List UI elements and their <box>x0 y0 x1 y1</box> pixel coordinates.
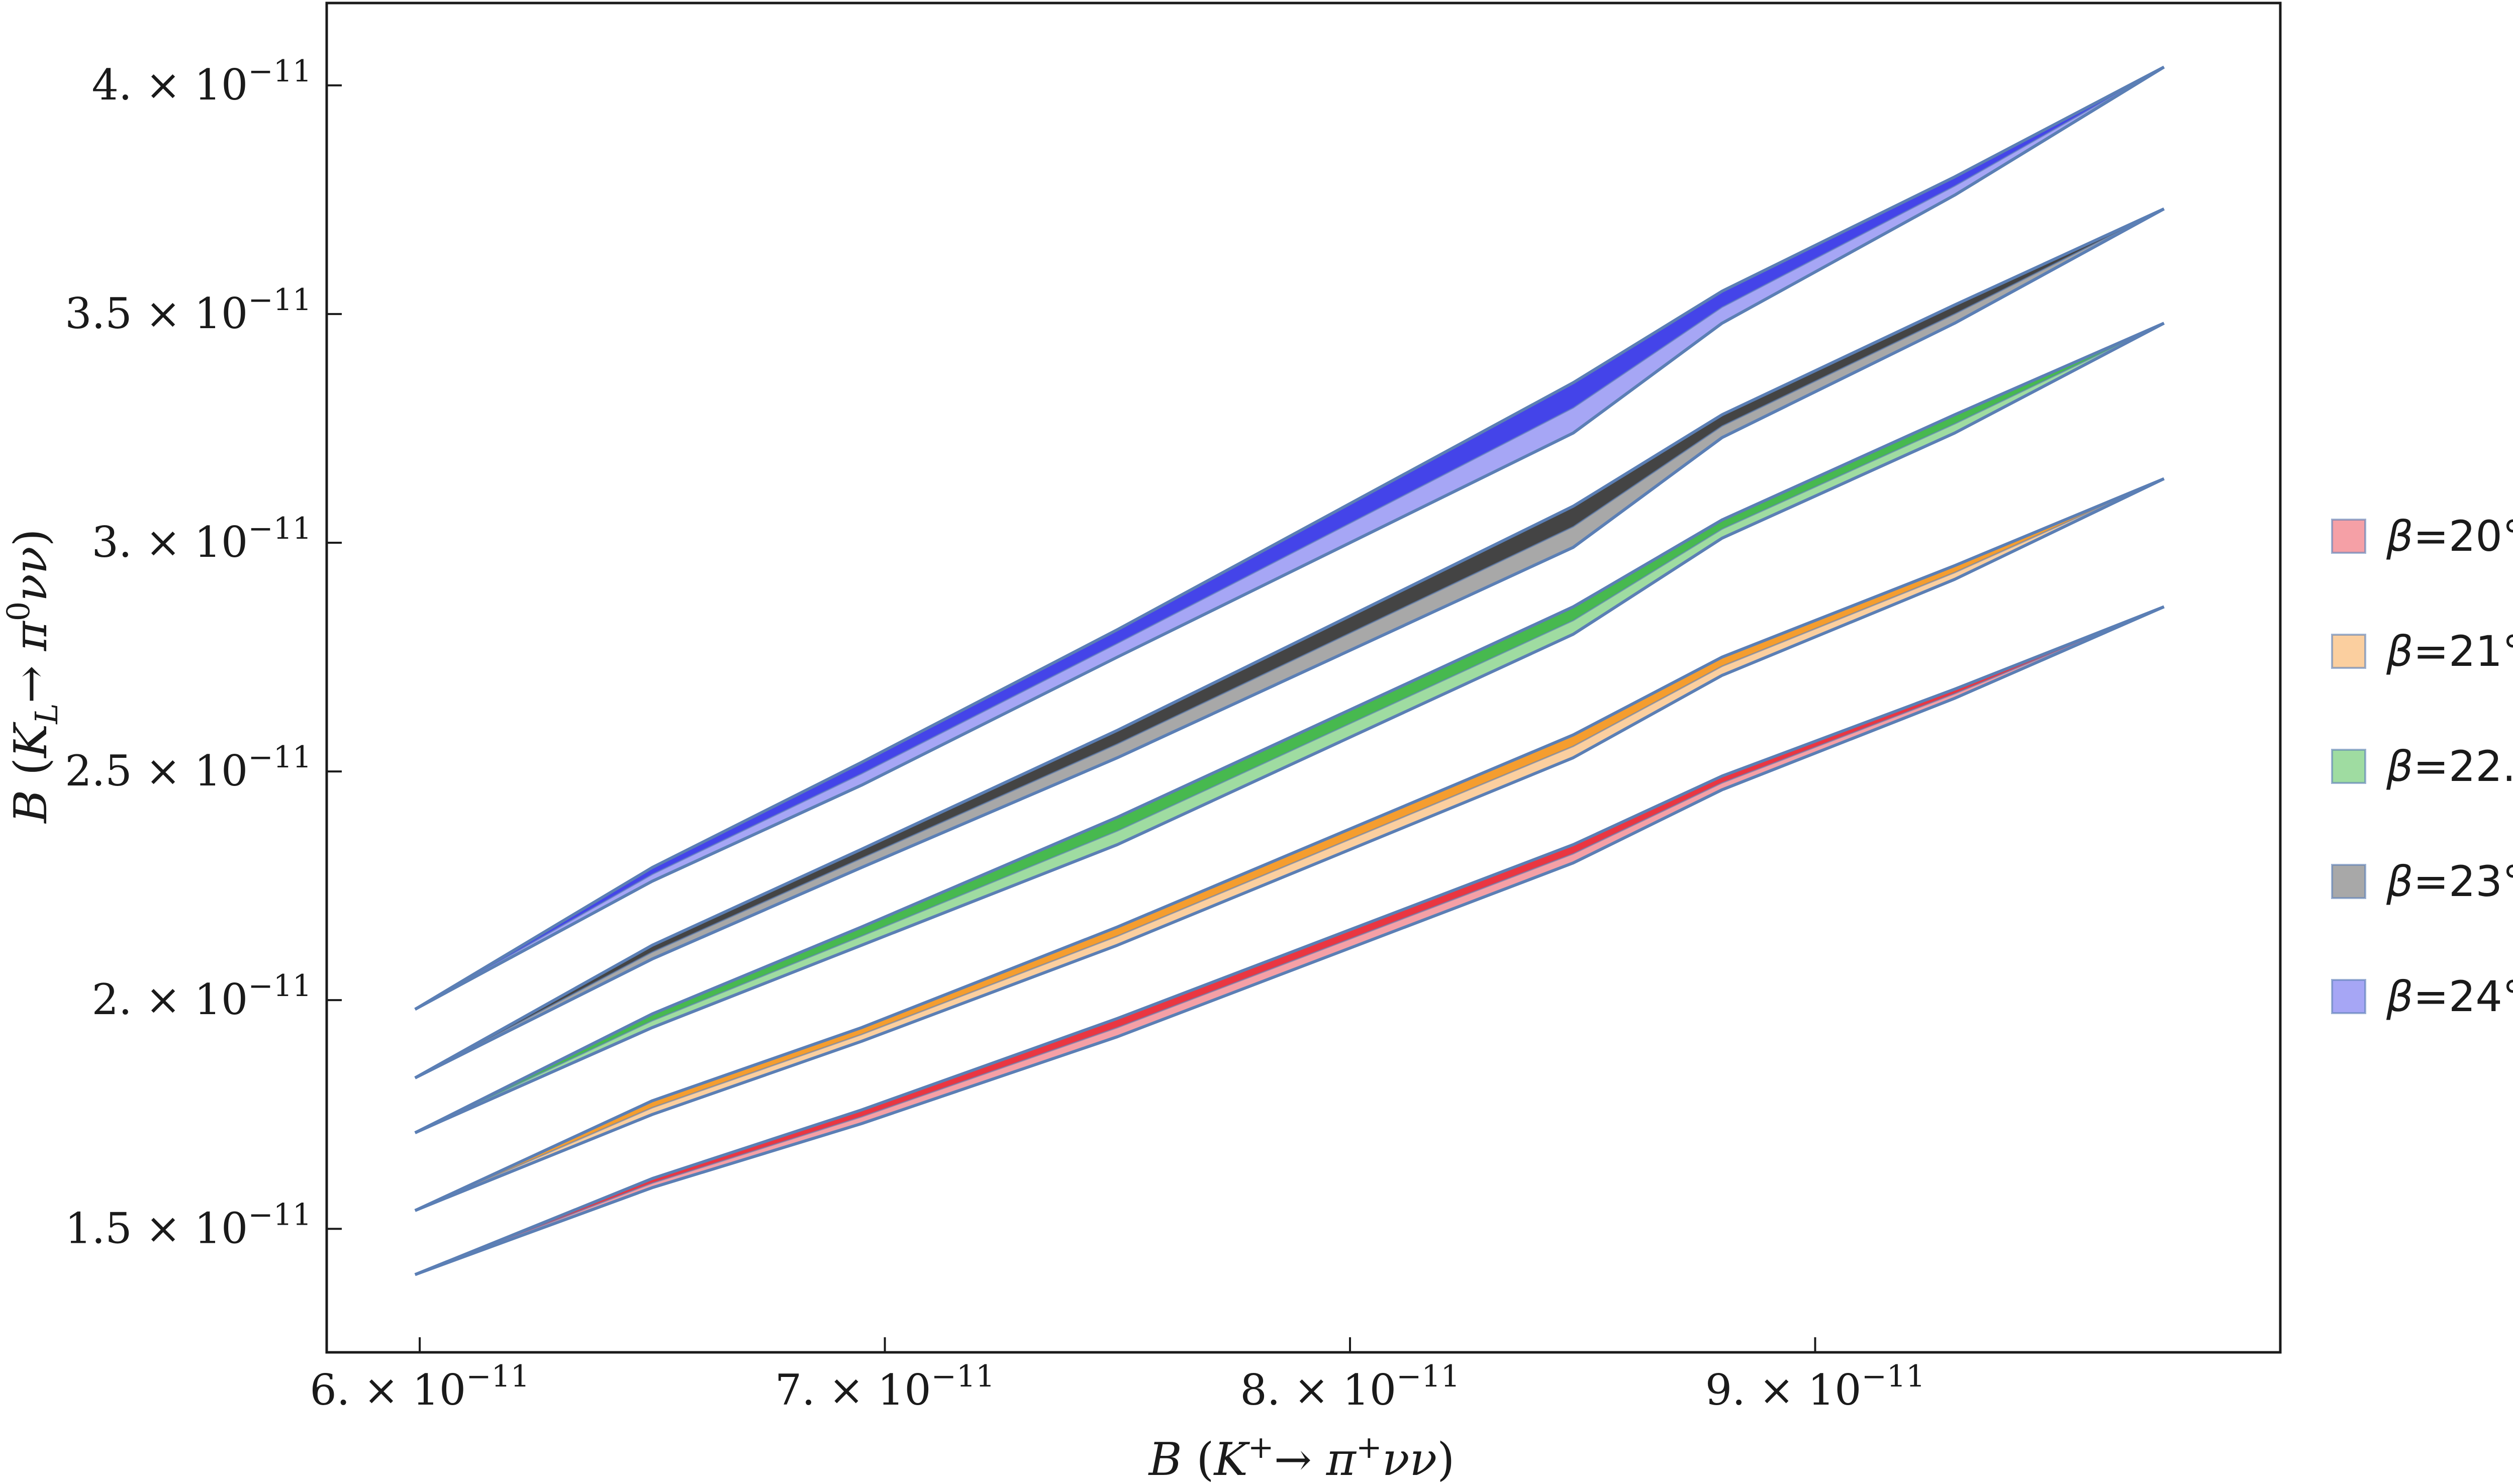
band-upper-edge-4 <box>414 65 2165 1011</box>
band-lower-edge-4 <box>414 65 2165 1011</box>
band-dark-3 <box>415 209 2164 1078</box>
legend-item-4: β=24° <box>2331 972 2513 1021</box>
band-dark-1 <box>415 478 2164 1211</box>
band-upper-edge-0 <box>414 605 2165 1276</box>
band-mid-edge-2 <box>415 322 2165 1134</box>
legend-swatch-4 <box>2331 979 2366 1014</box>
legend-item-0: β=20° <box>2331 512 2513 561</box>
x-axis-ticks: 6. × 10−11 7. × 10−11 8. × 10−11 9. × 10−11 <box>310 1337 1925 1415</box>
legend-swatch-2 <box>2331 749 2366 784</box>
y-tick-label-2: 2.5 × 10−11 <box>65 740 312 796</box>
band-series-1 <box>414 477 2165 1212</box>
band-mid-edge-3 <box>415 208 2165 1079</box>
y-tick-label-5: 4. × 10−11 <box>92 54 312 110</box>
legend-swatch-3 <box>2331 864 2366 899</box>
legend-label-1: β=21° <box>2386 627 2513 676</box>
x-tick-label-3: 9. × 10−11 <box>1705 1359 1925 1415</box>
legend-item-1: β=21° <box>2331 627 2513 676</box>
band-mid-edge-1 <box>415 478 2165 1212</box>
x-tick-label-1: 7. × 10−11 <box>775 1359 995 1415</box>
band-series-0 <box>414 605 2165 1276</box>
y-tick-label-0: 1.5 × 10−11 <box>65 1197 312 1253</box>
legend-label-0: β=20° <box>2386 512 2513 561</box>
band-lower-edge-2 <box>414 322 2165 1134</box>
band-series-2 <box>414 322 2165 1134</box>
legend-swatch-1 <box>2331 634 2366 669</box>
band-series-4 <box>414 65 2165 1011</box>
band-mid-edge-0 <box>415 606 2165 1275</box>
legend-label-4: β=24° <box>2386 972 2513 1021</box>
x-tick-label-2: 8. × 10−11 <box>1240 1359 1460 1415</box>
y-tick-label-3: 3. × 10−11 <box>92 511 312 567</box>
band-upper-edge-3 <box>414 207 2165 1079</box>
band-mid-edge-4 <box>415 66 2165 1010</box>
plot-frame <box>325 2 2282 1354</box>
band-dark-4 <box>415 67 2164 1010</box>
band-lower-edge-0 <box>414 605 2165 1276</box>
x-tick-label-0: 6. × 10−11 <box>310 1359 529 1415</box>
y-axis-ticks: 1.5 × 10−11 2. × 10−11 2.5 × 10−11 3. × 10−… <box>65 54 342 1253</box>
band-lower-edge-1 <box>414 477 2165 1212</box>
band-lower-edge-3 <box>414 207 2165 1079</box>
bands-layer <box>414 65 2165 1276</box>
band-upper-edge-2 <box>414 322 2165 1134</box>
y-tick-label-4: 3.5 × 10−11 <box>65 282 312 338</box>
legend-item-3: β=23° <box>2331 857 2513 906</box>
band-dark-2 <box>415 323 2164 1133</box>
legend-swatch-0 <box>2331 519 2366 554</box>
y-tick-label-1: 2. × 10−11 <box>92 968 312 1024</box>
legend-label-3: β=23° <box>2386 857 2513 906</box>
band-upper-edge-1 <box>414 477 2165 1212</box>
legend-label-2: β=22.2° <box>2386 742 2513 791</box>
y-axis-title: B (KL→ π0νν) <box>0 529 65 824</box>
x-axis-title: B (K+→ π+νν) <box>1148 1429 1455 1484</box>
legend-item-2: β=22.2° <box>2331 742 2513 791</box>
band-series-3 <box>414 207 2165 1079</box>
legend: β=20° β=21° β=22.2° β=23° β=24° <box>2331 512 2513 1021</box>
